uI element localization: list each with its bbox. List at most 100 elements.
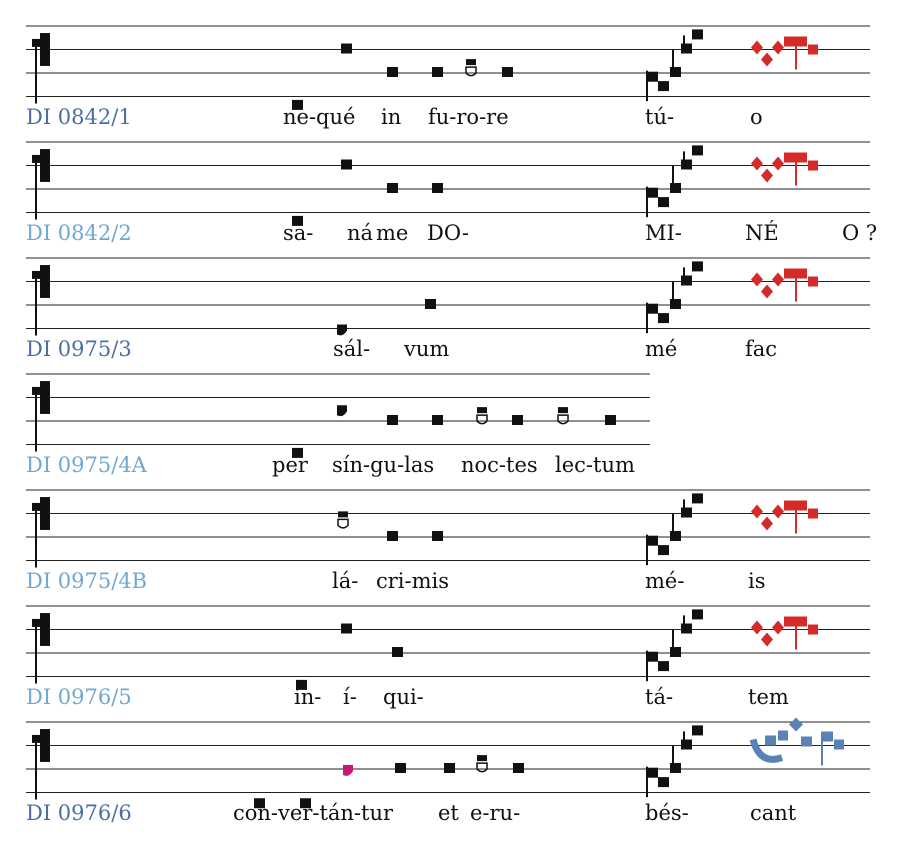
lyric-syllable: í- bbox=[343, 684, 357, 709]
neume-diamond bbox=[772, 620, 784, 635]
neume-note bbox=[444, 763, 455, 773]
staff-system bbox=[26, 717, 870, 809]
neume-diamond bbox=[761, 52, 773, 67]
neume-note bbox=[647, 187, 658, 198]
neume-note bbox=[477, 407, 487, 414]
neume-note bbox=[341, 623, 352, 634]
lyric-syllable: lá- bbox=[332, 568, 359, 593]
neume-note bbox=[341, 43, 352, 54]
neume-note-hollow bbox=[465, 66, 477, 77]
neume-note-hollow bbox=[337, 518, 349, 529]
neume-note-hollow bbox=[476, 414, 488, 425]
system-label: DI 0975/4B bbox=[26, 568, 148, 593]
neume-note bbox=[432, 67, 443, 77]
lyric-syllable: tem bbox=[748, 684, 789, 709]
lyric-syllable: O ? bbox=[842, 220, 878, 245]
lyric-syllable: in bbox=[381, 104, 402, 129]
neume-note bbox=[670, 67, 681, 77]
lyric-syllable: ná bbox=[347, 220, 374, 245]
lyric-syllable: ne-qué bbox=[283, 104, 356, 129]
clef-body bbox=[40, 729, 50, 762]
clef-body bbox=[40, 381, 50, 414]
lyric-syllable: bés- bbox=[645, 800, 689, 825]
neume-note bbox=[605, 415, 616, 425]
neume-note bbox=[425, 299, 436, 309]
neume-note bbox=[808, 508, 818, 519]
neume-note bbox=[681, 507, 692, 518]
neume-note bbox=[784, 500, 795, 511]
neume-note bbox=[808, 44, 818, 55]
lyric-syllable: tú- bbox=[645, 104, 675, 129]
system-label: DI 0976/5 bbox=[26, 684, 132, 709]
lyric-syllable: per bbox=[272, 452, 308, 477]
neume-note bbox=[658, 545, 669, 556]
staff-system bbox=[26, 25, 870, 110]
neume-diamond bbox=[761, 516, 773, 531]
neume-note bbox=[292, 215, 303, 226]
lyric-syllable: lec-tum bbox=[555, 452, 635, 477]
neume-note bbox=[692, 725, 703, 736]
neume-note bbox=[392, 647, 403, 657]
neume-note bbox=[796, 36, 807, 47]
clef-body bbox=[40, 613, 50, 646]
neume-note bbox=[796, 152, 807, 163]
neume-note bbox=[784, 616, 795, 627]
neume-note bbox=[658, 661, 669, 672]
neume-note bbox=[681, 159, 692, 170]
neume-note bbox=[647, 651, 658, 662]
neume-note bbox=[502, 67, 513, 77]
clef-body bbox=[40, 33, 50, 66]
neume-note bbox=[296, 679, 307, 690]
lyric-syllable: sín-gu-las bbox=[332, 452, 435, 477]
neume-note bbox=[796, 616, 807, 627]
lyric-syllable: noc-tes bbox=[461, 452, 538, 477]
neume-hook bbox=[337, 318, 347, 336]
neume-note bbox=[387, 67, 398, 77]
neume-diamond bbox=[751, 272, 763, 287]
neume-note bbox=[692, 493, 703, 504]
neume-note bbox=[796, 500, 807, 511]
lyric-syllable: fac bbox=[745, 336, 778, 361]
lyric-syllable: is bbox=[748, 568, 766, 593]
lyric-syllable: sa- bbox=[283, 220, 314, 245]
lyric-syllable: qui- bbox=[383, 684, 424, 709]
neume-note-hollow bbox=[557, 414, 569, 425]
neume-hook bbox=[337, 399, 347, 417]
neume-diamond bbox=[751, 40, 763, 55]
neume-note bbox=[681, 739, 692, 750]
neume-note bbox=[432, 183, 443, 193]
neume-note bbox=[292, 447, 303, 458]
neume-note bbox=[692, 29, 703, 40]
neume-diamond bbox=[751, 620, 763, 635]
system-label: DI 0976/6 bbox=[26, 800, 132, 825]
neume-note bbox=[670, 531, 681, 541]
neume-diamond bbox=[789, 717, 803, 732]
neume-note bbox=[692, 145, 703, 156]
neume-note bbox=[432, 415, 443, 425]
staff-system bbox=[26, 605, 870, 690]
lyric-syllable: me bbox=[376, 220, 409, 245]
neume-curve bbox=[749, 738, 784, 763]
neume-note bbox=[808, 624, 818, 635]
clef-body bbox=[40, 265, 50, 298]
neume-note bbox=[808, 160, 818, 171]
neume-note bbox=[647, 71, 658, 82]
lyric-syllable: et bbox=[438, 800, 459, 825]
neume-note bbox=[647, 535, 658, 546]
neume-note bbox=[658, 313, 669, 324]
neume-note bbox=[784, 36, 795, 47]
neume-note bbox=[692, 609, 703, 620]
neume-note bbox=[692, 261, 703, 272]
neume-note bbox=[387, 183, 398, 193]
neume-note bbox=[647, 767, 658, 778]
neume-note bbox=[681, 623, 692, 634]
neume-note bbox=[300, 798, 311, 809]
neume-note bbox=[466, 59, 476, 66]
neume-note bbox=[658, 777, 669, 788]
clef-body bbox=[40, 497, 50, 530]
neume-note bbox=[395, 763, 406, 773]
neume-note bbox=[341, 159, 352, 170]
neume-diamond bbox=[772, 40, 784, 55]
neume-diamond bbox=[772, 272, 784, 287]
neume-diamond bbox=[761, 168, 773, 183]
